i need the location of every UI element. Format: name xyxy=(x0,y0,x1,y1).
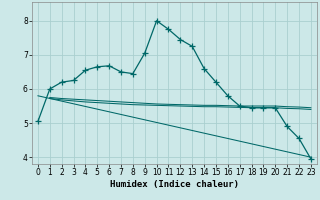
X-axis label: Humidex (Indice chaleur): Humidex (Indice chaleur) xyxy=(110,180,239,189)
